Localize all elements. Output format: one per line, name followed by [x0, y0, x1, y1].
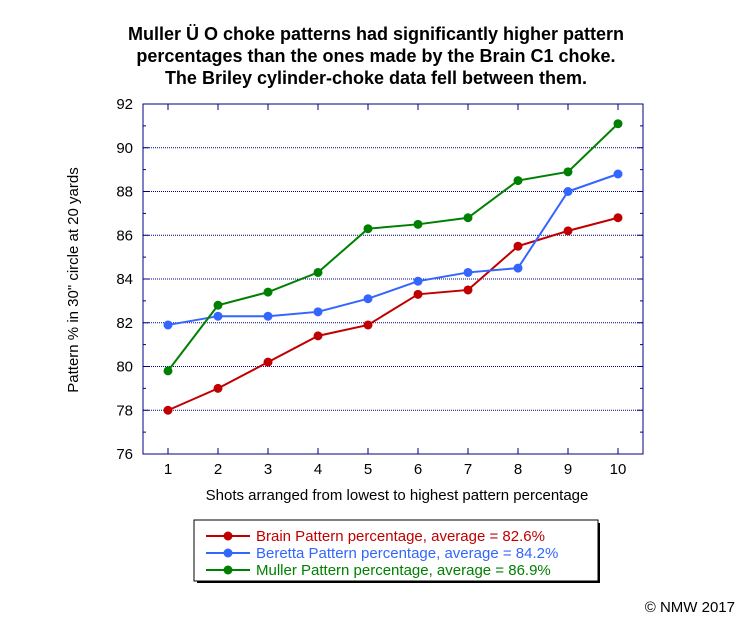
y-tick-label-80: 80 [116, 359, 133, 376]
data-point-s2-3 [263, 287, 273, 297]
data-point-s0-10 [613, 213, 623, 223]
data-point-s1-9 [563, 187, 573, 196]
data-point-s2-8 [513, 176, 523, 186]
data-point-s0-6 [413, 289, 423, 299]
series [163, 119, 623, 415]
data-point-s0-4 [313, 331, 323, 341]
x-tick-label-2: 2 [214, 461, 222, 478]
chart-title-line-1: Muller Ü O choke patterns had significan… [128, 24, 624, 44]
legend-marker-2 [223, 565, 233, 575]
legend: Brain Pattern percentage, average = 82.6… [193, 519, 600, 583]
y-tick-label-86: 86 [116, 227, 133, 244]
data-point-s1-7 [463, 267, 473, 277]
legend-marker-1 [223, 548, 233, 558]
y-tick-label-88: 88 [116, 184, 133, 201]
legend-marker-0 [223, 531, 233, 541]
data-point-s2-4 [313, 267, 323, 277]
data-point-s1-1 [163, 320, 173, 330]
data-point-s1-3 [263, 311, 273, 321]
data-point-s2-6 [413, 219, 423, 229]
chart-title-line-2: percentages than the ones made by the Br… [136, 46, 615, 66]
data-point-s1-2 [213, 311, 223, 321]
data-point-s1-6 [413, 276, 423, 286]
series-2 [163, 119, 623, 376]
data-point-s0-8 [513, 241, 523, 251]
copyright: © NMW 2017 [645, 599, 735, 616]
data-point-s1-5 [363, 294, 373, 304]
data-point-s2-2 [213, 300, 223, 310]
data-point-s2-7 [463, 213, 473, 223]
data-point-s0-5 [363, 320, 373, 330]
chart-title: Muller Ü O choke patterns had significan… [128, 24, 624, 88]
data-point-s0-7 [463, 285, 473, 295]
series-line-2 [167, 122, 619, 372]
data-point-s1-10 [613, 169, 623, 179]
x-tick-label-7: 7 [464, 461, 472, 478]
data-point-s2-5 [363, 224, 373, 234]
x-tick-label-3: 3 [264, 461, 272, 478]
series-0 [163, 213, 623, 415]
data-point-s2-10 [613, 119, 623, 129]
y-tick-label-90: 90 [116, 140, 133, 157]
x-axis-label: Shots arranged from lowest to highest pa… [206, 487, 589, 504]
y-tick-label-92: 92 [116, 96, 133, 113]
legend-label-2: Muller Pattern percentage, average = 86.… [256, 562, 551, 579]
chart-title-line-3: The Briley cylinder-choke data fell betw… [165, 68, 587, 88]
series-1 [163, 169, 623, 330]
y-axis-label: Pattern % in 30" circle at 20 yards [65, 167, 82, 392]
series-line-0 [167, 216, 619, 412]
y-tick-label-84: 84 [116, 271, 133, 288]
data-point-s0-2 [213, 383, 223, 393]
y-tick-label-82: 82 [116, 315, 133, 332]
x-tick-label-5: 5 [364, 461, 372, 478]
data-point-s0-9 [563, 226, 573, 236]
data-point-s0-3 [263, 357, 273, 367]
x-tick-label-9: 9 [564, 461, 572, 478]
data-point-s2-1 [163, 366, 173, 376]
data-point-s0-1 [163, 405, 173, 415]
x-tick-label-8: 8 [514, 461, 522, 478]
grid [143, 147, 643, 411]
legend-box [193, 519, 599, 582]
legend-label-0: Brain Pattern percentage, average = 82.6… [256, 528, 545, 545]
y-tick-label-78: 78 [116, 402, 133, 419]
x-tick-label-4: 4 [314, 461, 322, 478]
x-tick-label-1: 1 [164, 461, 172, 478]
data-point-s1-8 [513, 263, 523, 273]
data-point-s1-4 [313, 307, 323, 317]
y-tick-label-76: 76 [116, 446, 133, 463]
x-tick-label-10: 10 [610, 461, 627, 478]
data-point-s2-9 [563, 167, 573, 177]
legend-label-1: Beretta Pattern percentage, average = 84… [256, 545, 558, 562]
series-line-1 [167, 173, 619, 326]
x-tick-label-6: 6 [414, 461, 422, 478]
